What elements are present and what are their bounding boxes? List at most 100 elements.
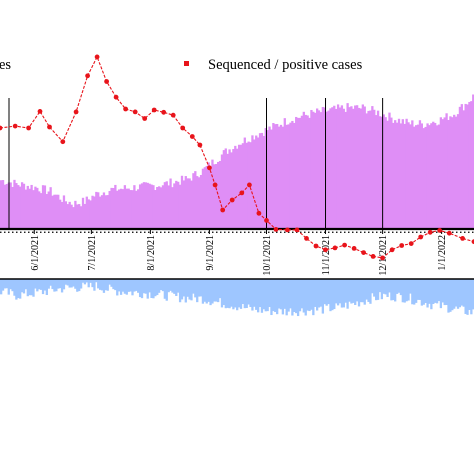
lower-bar [434, 279, 437, 303]
lower-bar [26, 279, 29, 297]
lower-bar [135, 279, 138, 291]
lower-bar [49, 279, 52, 286]
upper-bar [110, 187, 113, 229]
upper-bar [3, 184, 7, 229]
lower-bar [121, 279, 125, 292]
upper-bar [350, 106, 353, 229]
lower-bar [380, 279, 384, 300]
legend-marker [184, 61, 189, 66]
lower-bar [237, 279, 241, 308]
upper-bar [378, 116, 382, 229]
lower-bar [131, 279, 134, 296]
lower-bar [1, 279, 5, 291]
lower-bar [302, 279, 305, 313]
lower-bar [140, 279, 144, 299]
upper-bar [72, 207, 75, 229]
upper-bar [399, 123, 403, 229]
upper-bar [38, 191, 41, 229]
x-tick-label: 9/1/2021 [205, 235, 216, 271]
upper-bar [203, 167, 206, 229]
lower-bar [239, 279, 243, 309]
upper-bar [140, 183, 144, 229]
upper-bar [228, 149, 231, 229]
upper-bar [375, 115, 378, 229]
lower-bar [178, 279, 182, 303]
upper-bar [9, 182, 12, 229]
upper-bar [418, 120, 422, 229]
upper-bar [45, 194, 48, 229]
upper-bar [129, 190, 132, 229]
upper-bar [43, 185, 47, 229]
lower-bar [272, 279, 275, 312]
upper-bar [342, 108, 345, 229]
upper-bar [268, 126, 271, 229]
upper-bar [0, 180, 3, 229]
x-tick-label: 11/1/2021 [321, 235, 332, 275]
lower-bar [177, 279, 180, 293]
upper-bar [118, 189, 121, 229]
upper-bar [411, 120, 414, 229]
lower-bar [203, 279, 206, 302]
upper-bar [348, 107, 351, 229]
lower-bar [93, 279, 96, 291]
upper-bar [154, 190, 157, 229]
lower-bar [325, 279, 328, 306]
series-point [294, 227, 300, 233]
lower-bar [331, 279, 334, 311]
lower-bar [175, 279, 178, 296]
upper-bar [384, 117, 387, 229]
lower-bar [329, 279, 332, 312]
upper-bar [100, 195, 104, 229]
series-point [220, 207, 226, 213]
lower-bar [249, 279, 252, 308]
upper-bar [146, 182, 149, 229]
legend-label-partial: es [0, 57, 11, 73]
lower-bar [298, 279, 302, 312]
sequenced-ratio-series [0, 54, 474, 261]
upper-bar [199, 174, 203, 229]
series-point [47, 124, 52, 130]
series-point [361, 250, 366, 256]
upper-bar [207, 162, 210, 229]
lower-bar [215, 279, 218, 302]
series-point [323, 247, 328, 253]
upper-bar [281, 126, 285, 229]
upper-bar [55, 194, 58, 229]
lower-bar [304, 279, 307, 316]
upper-bar [142, 182, 146, 229]
lower-bar [338, 279, 342, 304]
lower-bar [397, 279, 401, 293]
lower-bar [110, 279, 113, 287]
lower-bar [382, 279, 385, 294]
lower-bar [24, 279, 28, 290]
upper-bar [137, 189, 140, 229]
lower-bar [270, 279, 273, 316]
lower-bar [371, 279, 374, 294]
upper-bar [178, 184, 182, 229]
lower-bar [224, 279, 227, 309]
lower-bar [276, 279, 279, 315]
lower-bar [439, 279, 443, 309]
upper-bar [256, 137, 260, 229]
upper-bar [291, 120, 294, 229]
lower-bar [138, 279, 142, 298]
series-point [12, 123, 18, 129]
series-point [332, 245, 338, 251]
upper-bar [125, 188, 128, 229]
legend: es Sequenced / positive cases [0, 57, 363, 73]
lower-bar [104, 279, 107, 291]
lower-bar [20, 279, 24, 293]
lower-bar [158, 279, 161, 293]
upper-bar [22, 183, 26, 229]
lower-bar [251, 279, 254, 311]
lower-bar [220, 279, 224, 308]
upper-bar [108, 191, 111, 229]
upper-bar [293, 122, 296, 229]
upper-bar [28, 188, 31, 229]
upper-bar [287, 124, 290, 229]
lower-bar [161, 279, 165, 292]
lower-bar [79, 279, 83, 289]
lower-bar [211, 279, 214, 304]
lower-bar [142, 279, 146, 294]
upper-bar [435, 125, 439, 229]
